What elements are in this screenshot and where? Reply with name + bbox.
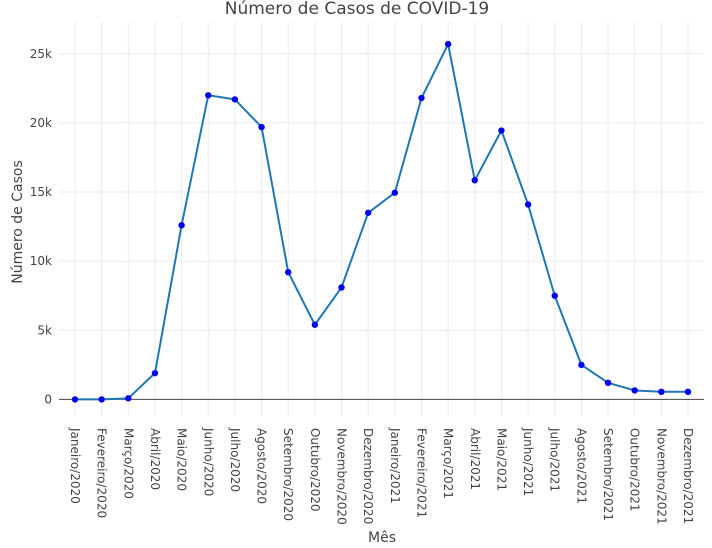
x-tick-label: Abril/2021 — [468, 428, 482, 490]
data-point[interactable] — [231, 96, 239, 103]
x-tick-label: Maio/2020 — [175, 428, 189, 491]
x-tick-label: Fevereiro/2021 — [414, 428, 428, 518]
x-tick-label: Outubro/2020 — [308, 428, 322, 512]
data-point[interactable] — [205, 92, 212, 99]
x-tick-label: Junho/2020 — [201, 427, 215, 496]
y-tick-label: 20k — [30, 116, 52, 130]
data-point[interactable] — [551, 292, 558, 299]
data-point[interactable] — [684, 388, 692, 396]
x-tick-label: Dezembro/2020 — [361, 428, 375, 524]
data-point[interactable] — [151, 369, 159, 377]
data-point[interactable] — [444, 40, 452, 48]
data-point[interactable] — [178, 222, 185, 229]
grid — [59, 22, 704, 416]
y-tick-label: 25k — [30, 47, 52, 61]
x-tick-label: Maio/2021 — [494, 428, 508, 491]
x-tick-label: Dezembro/2021 — [681, 428, 695, 524]
x-tick-label: Agosto/2021 — [574, 428, 588, 504]
x-tick-label: Março/2020 — [121, 428, 135, 499]
data-point[interactable] — [578, 361, 585, 369]
data-point[interactable] — [71, 396, 79, 403]
data-point[interactable] — [524, 201, 532, 208]
data-point[interactable] — [338, 284, 345, 291]
x-tick-label: Março/2021 — [441, 428, 455, 499]
x-tick-label: Setembro/2020 — [281, 428, 295, 521]
x-tick-label: Julho/2020 — [228, 427, 242, 492]
data-point[interactable] — [604, 379, 612, 387]
data-point[interactable] — [285, 269, 292, 276]
data-point[interactable] — [125, 395, 132, 402]
y-tick-label: 0 — [44, 392, 52, 406]
data-point[interactable] — [98, 396, 105, 403]
y-tick-label: 10k — [30, 254, 52, 268]
y-tick-label: 5k — [37, 323, 52, 337]
x-axis-title: Mês — [368, 530, 396, 546]
y-axis-title: Número de Casos — [10, 160, 26, 284]
series-line — [74, 43, 689, 401]
x-tick-label: Julho/2021 — [548, 427, 562, 492]
data-point[interactable] — [658, 388, 665, 396]
y-tick-label: 15k — [30, 185, 52, 199]
data-point[interactable] — [364, 209, 372, 216]
x-tick-label: Setembro/2021 — [601, 428, 615, 521]
data-point[interactable] — [311, 321, 319, 328]
data-point[interactable] — [418, 94, 425, 102]
x-axis-ticks: Janeiro/2020 Fevereiro/2020 Março/2020 Abri… — [68, 427, 695, 525]
y-axis-ticks: 0 5k 10k 15k 20k 25k — [30, 47, 52, 407]
x-tick-label: Novembro/2020 — [335, 428, 349, 525]
chart-title: Número de Casos de COVID-19 — [225, 0, 490, 19]
data-point[interactable] — [498, 127, 505, 134]
x-tick-label: Janeiro/2021 — [388, 427, 402, 504]
x-tick-label: Outubro/2021 — [628, 428, 642, 512]
x-tick-label: Junho/2021 — [521, 427, 535, 496]
x-tick-label: Agosto/2020 — [255, 428, 269, 504]
x-tick-label: Novembro/2021 — [654, 428, 668, 525]
x-tick-label: Abril/2020 — [148, 428, 162, 490]
x-tick-label: Fevereiro/2020 — [95, 428, 109, 518]
series-layer — [71, 40, 692, 403]
data-point[interactable] — [471, 177, 478, 184]
data-point[interactable] — [258, 123, 265, 131]
data-point[interactable] — [631, 387, 638, 394]
x-tick-label: Janeiro/2020 — [68, 427, 82, 504]
data-point[interactable] — [391, 189, 399, 196]
